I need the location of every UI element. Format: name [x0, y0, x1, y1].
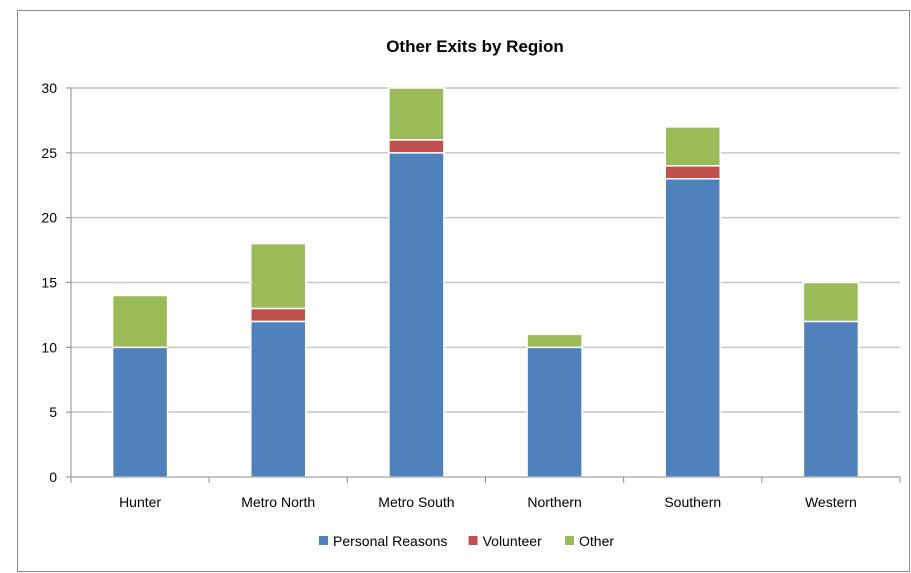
x-tick-label: Northern [527, 494, 581, 510]
legend-swatch [319, 536, 328, 545]
y-tick-label: 20 [41, 210, 57, 226]
bar-other-northern [526, 333, 583, 349]
axes: 0 5 10 15 20 25 30 Hunter Metro North Metro South… [41, 80, 901, 510]
y-tick-label: 30 [41, 80, 57, 96]
x-tick-label: Metro North [241, 494, 315, 510]
x-tick-label: Southern [664, 494, 721, 510]
y-tick-label: 10 [41, 339, 57, 355]
chart-frame [17, 10, 910, 572]
y-tick-label: 0 [49, 469, 57, 485]
x-tick-label: Hunter [119, 494, 161, 510]
bar-other-metro-south [388, 87, 445, 141]
gridlines [71, 87, 900, 413]
bar-other-western [802, 281, 860, 323]
y-tick-label: 25 [41, 145, 57, 161]
bar-personal-reasons-hunter [111, 346, 169, 478]
bar-personal-reasons-metro-north [250, 320, 307, 478]
legend-label: Personal Reasons [333, 533, 447, 549]
bar-other-hunter [111, 294, 169, 349]
y-tick-label: 5 [49, 404, 57, 420]
bar-volunteer-metro-north [250, 307, 307, 323]
bar-volunteer-southern [664, 165, 721, 180]
chart-title: Other Exits by Region [386, 37, 564, 56]
bar-other-metro-north [250, 242, 307, 310]
bar-personal-reasons-metro-south [388, 152, 445, 478]
legend-swatch [468, 536, 478, 545]
bars [111, 87, 860, 478]
bar-personal-reasons-northern [526, 346, 583, 478]
legend-label: Other [579, 533, 614, 549]
legend-label: Volunteer [483, 533, 542, 549]
legend-swatch [565, 536, 574, 545]
x-tick-label: Metro South [378, 494, 454, 510]
bar-personal-reasons-western [802, 320, 860, 478]
bar-volunteer-metro-south [388, 139, 445, 154]
x-tick-label: Western [805, 494, 857, 510]
y-tick-label: 15 [41, 275, 57, 291]
legend: Personal Reasons Volunteer Other [319, 533, 614, 549]
bar-personal-reasons-southern [664, 178, 721, 478]
bar-other-southern [664, 126, 721, 167]
